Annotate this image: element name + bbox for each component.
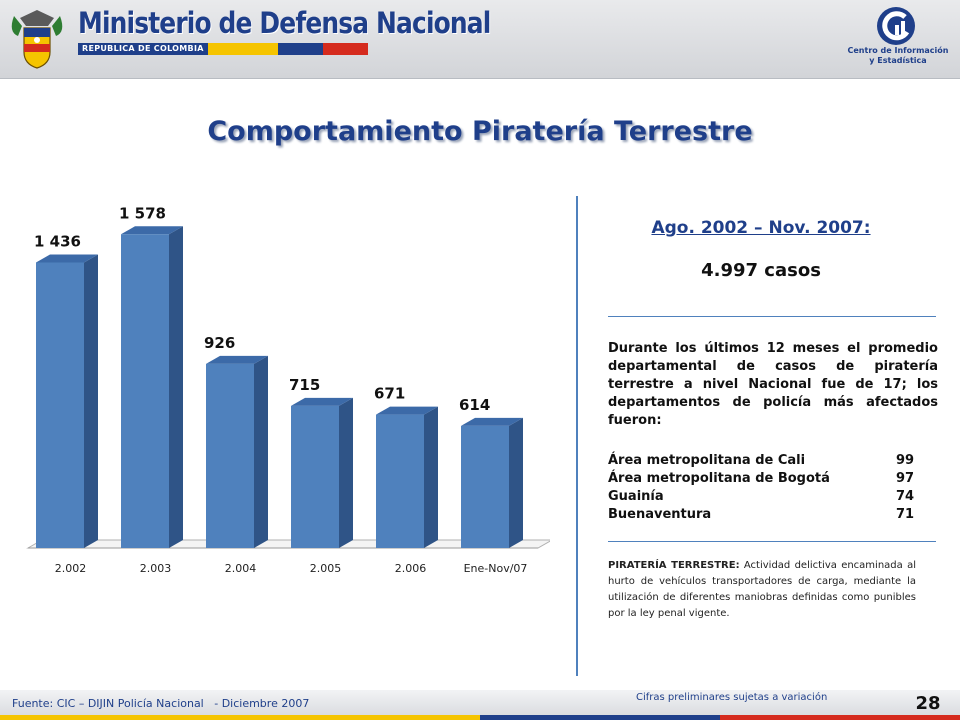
bar: [36, 262, 84, 548]
divider-top: [608, 316, 936, 317]
bar-side: [339, 397, 353, 548]
data-label: 1 436: [34, 232, 81, 250]
definition-term: PIRATERÍA TERRESTRE:: [608, 560, 740, 571]
department-name: Área metropolitana de Bogotá: [608, 471, 830, 486]
bar-top: [461, 417, 523, 426]
bar-top: [376, 406, 438, 415]
data-label: 614: [459, 396, 490, 414]
x-tick-label: Ene-Nov/07: [464, 562, 528, 575]
page-number: 28: [915, 693, 941, 714]
department-list: Área metropolitana de Cali 99 Área metro…: [608, 452, 918, 524]
department-name: Buenaventura: [608, 507, 712, 522]
bar-top: [206, 355, 268, 364]
footer-flag-stripe: [0, 715, 960, 720]
x-tick-label: 2.005: [310, 562, 342, 575]
department-value: 99: [896, 453, 915, 468]
colombia-coat-of-arms-icon: [11, 10, 63, 69]
period-heading: Ago. 2002 – Nov. 2007:: [651, 218, 871, 238]
department-row: Buenaventura 71: [608, 506, 918, 524]
bar: [461, 425, 509, 548]
bar: [206, 363, 254, 548]
ministry-title: Ministerio de Defensa Nacional: [78, 6, 491, 40]
bar-side: [509, 417, 523, 548]
department-value: 97: [896, 471, 915, 486]
bar: [291, 405, 339, 548]
bar-side: [169, 226, 183, 548]
x-tick-label: 2.006: [395, 562, 427, 575]
bar-side: [424, 406, 438, 548]
bar: [376, 414, 424, 548]
bar-side: [254, 355, 268, 548]
bar-chart: 1 436 2.002 1 578 2.003 926 2.004 715 2.005 671 2…: [26, 204, 550, 575]
department-row: Área metropolitana de Cali 99: [608, 452, 918, 470]
definition-body: Actividad delictiva encaminada al hurto …: [608, 560, 916, 619]
cie-logo-icon: [877, 7, 915, 45]
department-row: Área metropolitana de Bogotá 97: [608, 470, 918, 488]
data-label: 671: [374, 385, 405, 403]
x-tick-label: 2.004: [225, 562, 257, 575]
center-label-line2: y Estadística: [869, 56, 927, 65]
department-value: 74: [896, 489, 915, 504]
department-row: Guainía 74: [608, 488, 918, 506]
vertical-divider: [576, 196, 578, 676]
center-label-line1: Centro de Información: [847, 46, 949, 55]
department-value: 71: [896, 507, 915, 522]
bar-side: [84, 254, 98, 548]
definition-paragraph: PIRATERÍA TERRESTRE: Actividad delictiva…: [608, 558, 916, 622]
department-name: Área metropolitana de Cali: [608, 453, 806, 468]
bar-top: [121, 226, 183, 235]
x-tick-label: 2.002: [55, 562, 87, 575]
preliminary-note: Cifras preliminares sujetas a variación: [636, 692, 828, 703]
bar-top: [291, 397, 353, 406]
page-title: Comportamiento Piratería Terrestre: [207, 116, 753, 147]
summary-paragraph: Durante los últimos 12 meses el promedio…: [608, 341, 938, 428]
bar: [121, 234, 169, 548]
republic-label: REPUBLICA DE COLOMBIA: [82, 44, 204, 53]
flag-stripe: [78, 43, 368, 55]
data-label: 926: [204, 334, 235, 352]
data-label: 715: [289, 376, 320, 394]
header-banner: Ministerio de Defensa Nacional REPUBLICA…: [0, 0, 960, 79]
x-tick-label: 2.003: [140, 562, 172, 575]
total-cases: 4.997 casos: [701, 260, 821, 281]
department-name: Guainía: [608, 489, 664, 504]
data-label: 1 578: [119, 204, 166, 222]
center-label: Centro de Información y Estadística: [836, 46, 960, 66]
bar-top: [36, 254, 98, 263]
divider-bottom: [608, 541, 936, 542]
source-note: Fuente: CIC – DIJIN Policía Nacional - D…: [12, 697, 310, 710]
